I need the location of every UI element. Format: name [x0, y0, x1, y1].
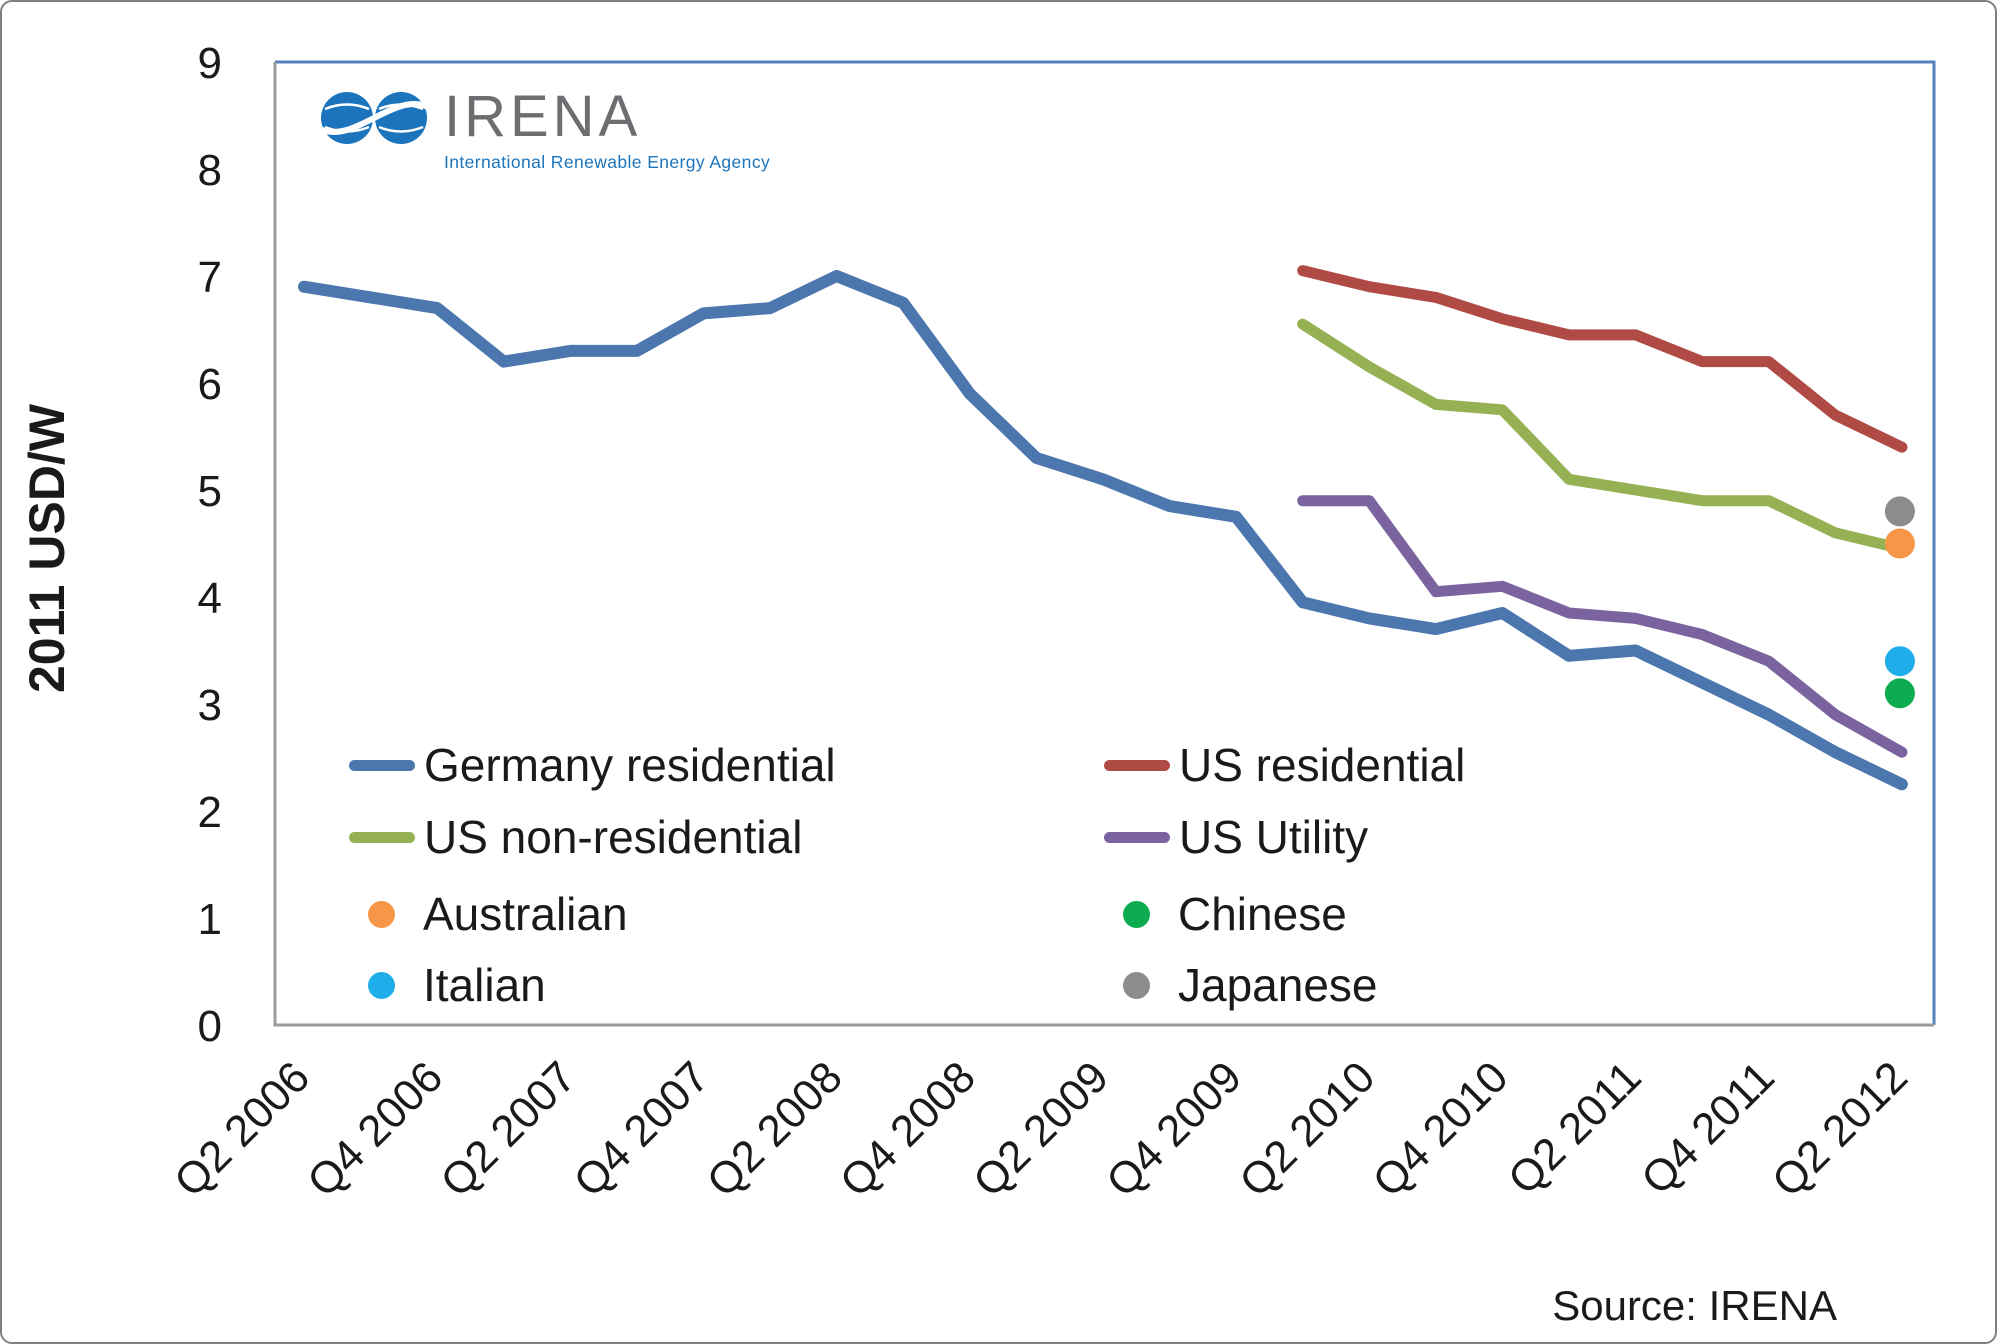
- y-tick-label: 7: [198, 253, 222, 302]
- x-tick-label: Q4 2009: [1097, 1052, 1251, 1206]
- legend-item-japanese: Japanese: [1104, 949, 1378, 1021]
- x-tick-label: Q4 2007: [565, 1052, 719, 1206]
- irena-logo: IRENA International Renewable Energy Age…: [320, 88, 770, 173]
- australian-dot-swatch: [368, 900, 395, 928]
- legend-label: US non-residential: [424, 811, 803, 863]
- legend-label: Germany residential: [424, 739, 836, 791]
- y-tick-label: 6: [198, 360, 222, 409]
- data-point-australian: [1884, 528, 1915, 559]
- x-tick-label: Q2 2012: [1763, 1052, 1917, 1206]
- x-tick-label: Q2 2010: [1230, 1052, 1384, 1206]
- data-point-japanese: [1884, 496, 1915, 527]
- legend-label: US Utility: [1179, 811, 1369, 863]
- legend-label: Australian: [423, 888, 628, 940]
- x-tick-label: Q2 2009: [964, 1052, 1118, 1206]
- legend-label: Chinese: [1178, 888, 1347, 940]
- y-tick-label: 4: [198, 574, 222, 623]
- y-tick-label: 1: [198, 895, 222, 944]
- legend-label: US residential: [1179, 739, 1466, 791]
- x-tick-label: Q4 2010: [1363, 1052, 1517, 1206]
- legend-item-us-non-residential: US non-residential: [349, 801, 802, 873]
- y-tick-label: 9: [198, 39, 222, 88]
- italian-dot-swatch: [368, 971, 395, 999]
- irena-tagline: International Renewable Energy Agency: [444, 152, 771, 172]
- data-point-italian: [1884, 646, 1915, 677]
- legend-item-germany-residential: Germany residential: [349, 729, 836, 801]
- legend-item-italian: Italian: [349, 949, 546, 1021]
- chinese-dot-swatch: [1123, 900, 1150, 928]
- plot-border-top-right: [275, 60, 1936, 1025]
- series-line-us-non-residential: [1297, 318, 1908, 555]
- us-residential-line-swatch: [1104, 759, 1170, 771]
- y-tick-label: 0: [198, 1002, 222, 1051]
- us-utility-line-swatch: [1104, 831, 1170, 843]
- x-tick-label: Q4 2006: [298, 1052, 452, 1206]
- x-tick-label: Q2 2008: [698, 1052, 852, 1206]
- irena-brand-name: IRENA: [444, 84, 642, 149]
- x-tick-label: Q4 2008: [831, 1052, 985, 1206]
- axis-lines: [273, 62, 1934, 1027]
- y-tick-label: 3: [198, 681, 222, 730]
- series-line-us-utility: [1297, 495, 1908, 758]
- x-tick-label: Q2 2006: [165, 1052, 319, 1206]
- irena-globes-icon: [320, 92, 428, 144]
- legend-item-australian: Australian: [349, 878, 628, 950]
- x-tick-label: Q2 2011: [1499, 1052, 1651, 1204]
- series-line-germany-residential: [298, 270, 1908, 791]
- y-tick-label: 2: [198, 788, 222, 837]
- y-tick-label: 8: [198, 146, 222, 195]
- series-line-us-residential: [1297, 265, 1908, 453]
- irena-logo-text: IRENA International Renewable Energy Age…: [444, 88, 770, 173]
- data-point-chinese: [1884, 678, 1915, 709]
- x-tick-label: Q2 2007: [431, 1052, 585, 1206]
- source-note: Source: IRENA: [1552, 1282, 1837, 1329]
- y-tick-label: 5: [198, 467, 222, 516]
- legend-item-us-utility: US Utility: [1104, 801, 1368, 873]
- legend-label: Japanese: [1178, 959, 1378, 1011]
- legend-item-us-residential: US residential: [1104, 729, 1465, 801]
- germany-residential-line-swatch: [349, 759, 415, 771]
- us-non-residential-line-swatch: [349, 831, 415, 843]
- x-tick-label: Q4 2011: [1632, 1052, 1784, 1204]
- legend-label: Italian: [423, 959, 546, 1011]
- legend-item-chinese: Chinese: [1104, 878, 1347, 950]
- japanese-dot-swatch: [1123, 971, 1150, 999]
- y-axis-title: 2011 USD/W: [19, 403, 75, 693]
